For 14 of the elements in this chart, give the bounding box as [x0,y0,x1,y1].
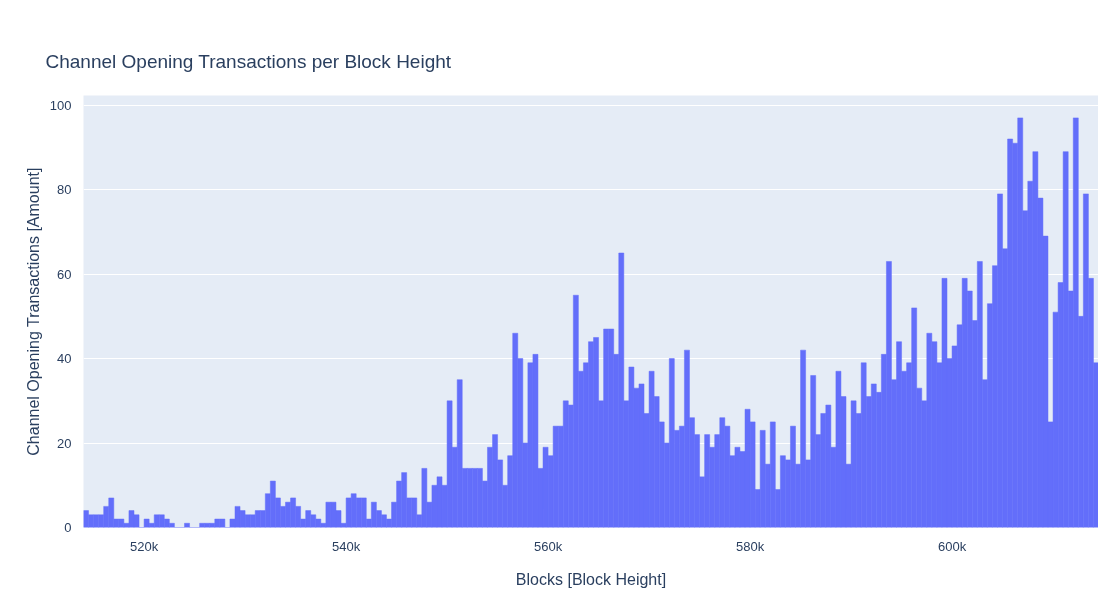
x-tick-label: 580k [735,538,765,554]
y-tick-label: 40 [57,351,72,367]
y-axis-title: Channel Opening Transactions [Amount] [24,167,42,456]
y-tick-label: 20 [57,435,72,451]
y-tick-label: 0 [64,520,72,535]
x-tick-label: 520k [130,538,159,554]
chart-title: Channel Opening Transactions per Block Height [45,50,452,72]
x-tick-label: 600k [937,538,967,554]
x-tick-label: 560k [533,538,563,554]
x-tick-label: 540k [331,538,361,554]
x-axis-title: Blocks [Block Height] [515,570,667,588]
y-tick-label: 100 [49,97,72,113]
y-tick-label: 60 [57,266,72,282]
y-tick-label: 80 [57,182,72,198]
